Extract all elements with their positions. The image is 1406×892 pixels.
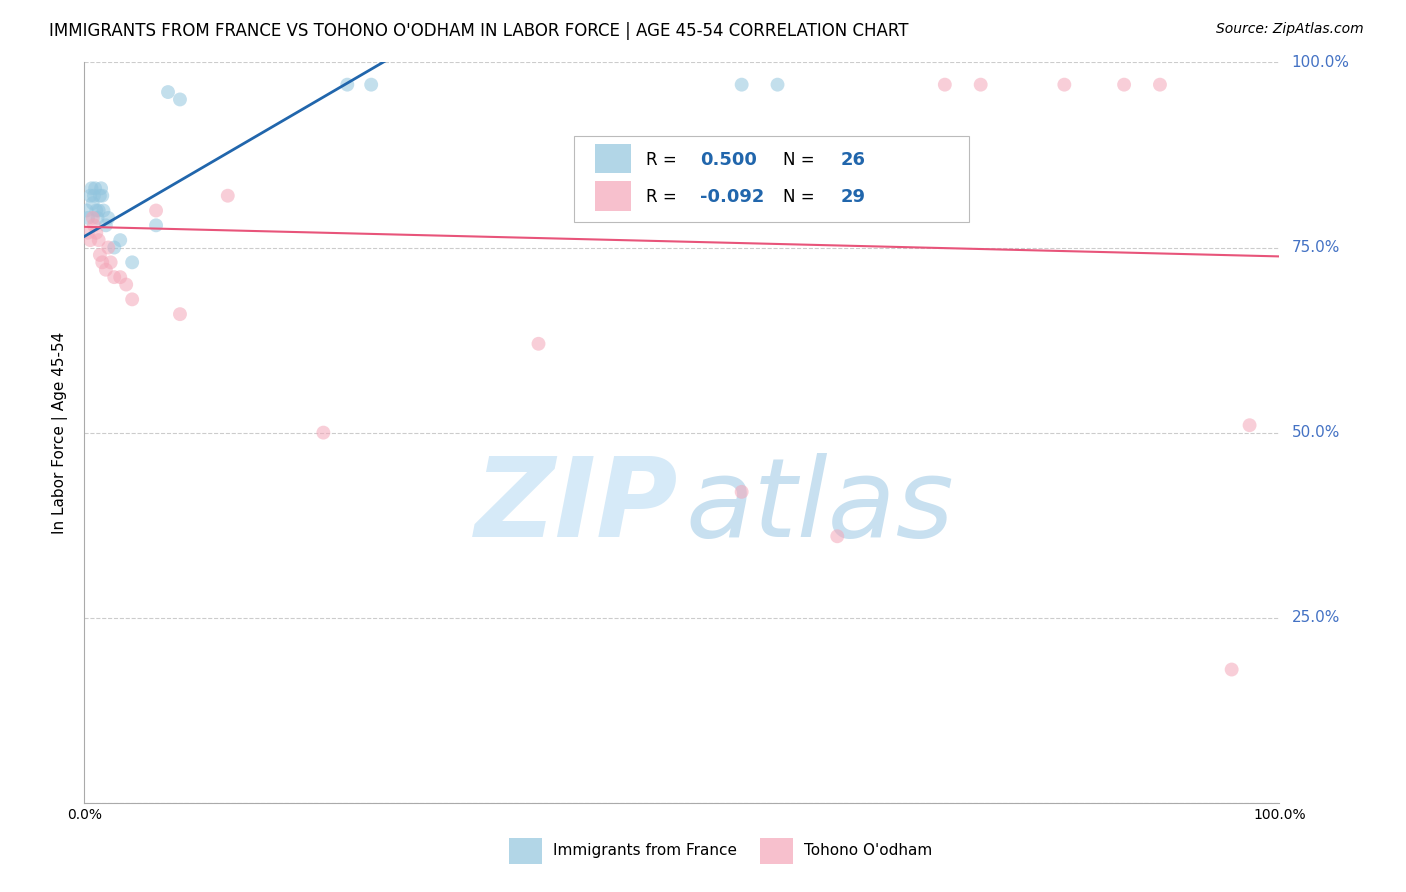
Point	[91, 255, 114, 269]
Point	[731, 484, 754, 499]
Point	[94, 219, 117, 233]
FancyBboxPatch shape	[575, 136, 969, 221]
Text: 29: 29	[841, 188, 866, 206]
Text: IMMIGRANTS FROM FRANCE VS TOHONO O'ODHAM IN LABOR FORCE | AGE 45-54 CORRELATION : IMMIGRANTS FROM FRANCE VS TOHONO O'ODHAM…	[49, 22, 908, 40]
Point	[76, 203, 98, 218]
Text: N =: N =	[783, 188, 820, 206]
Point	[360, 78, 382, 92]
Point	[1149, 78, 1171, 92]
Point	[80, 181, 103, 195]
Point	[86, 203, 108, 218]
Point	[97, 211, 120, 225]
Point	[1239, 418, 1261, 433]
Text: 50.0%: 50.0%	[1292, 425, 1340, 440]
Point	[87, 203, 110, 218]
Point	[86, 211, 108, 225]
Point	[103, 270, 125, 285]
Point	[115, 277, 138, 292]
Text: 26: 26	[841, 151, 866, 169]
Point	[77, 226, 100, 240]
Point	[827, 529, 849, 543]
Point	[169, 92, 191, 106]
Bar	[595, 144, 630, 173]
Point	[970, 78, 993, 92]
Text: R =: R =	[647, 151, 682, 169]
Bar	[595, 181, 630, 211]
Point	[169, 307, 191, 321]
Point	[103, 240, 125, 255]
Text: atlas: atlas	[686, 453, 955, 560]
Y-axis label: In Labor Force | Age 45-54: In Labor Force | Age 45-54	[52, 332, 69, 533]
Point	[336, 78, 359, 92]
Point	[87, 233, 110, 247]
Point	[731, 78, 754, 92]
Point	[217, 188, 239, 202]
Point	[89, 248, 111, 262]
Text: 100.0%: 100.0%	[1292, 55, 1350, 70]
Point	[145, 219, 167, 233]
Text: R =: R =	[647, 188, 682, 206]
Point	[312, 425, 335, 440]
Point	[93, 203, 115, 218]
Point	[83, 188, 105, 202]
Text: N =: N =	[783, 151, 820, 169]
Point	[94, 262, 117, 277]
Point	[145, 203, 167, 218]
Point	[84, 181, 107, 195]
Point	[91, 188, 114, 202]
Text: 75.0%: 75.0%	[1292, 240, 1340, 255]
Point	[82, 211, 104, 225]
Point	[79, 188, 101, 202]
Point	[86, 226, 108, 240]
Point	[527, 336, 550, 351]
Point	[157, 85, 180, 99]
Point	[82, 196, 104, 211]
Point	[97, 240, 120, 255]
Text: Source: ZipAtlas.com: Source: ZipAtlas.com	[1216, 22, 1364, 37]
Point	[934, 78, 956, 92]
Text: 0.500: 0.500	[700, 151, 756, 169]
Point	[89, 188, 111, 202]
Point	[79, 233, 101, 247]
Text: -0.092: -0.092	[700, 188, 765, 206]
Point	[121, 293, 143, 307]
Bar	[759, 838, 793, 864]
Point	[1053, 78, 1076, 92]
Text: ZIP: ZIP	[475, 453, 678, 560]
Point	[90, 181, 112, 195]
Text: Immigrants from France: Immigrants from France	[553, 844, 737, 858]
Point	[83, 219, 105, 233]
Text: 25.0%: 25.0%	[1292, 610, 1340, 625]
Point	[121, 255, 143, 269]
Point	[100, 255, 122, 269]
Bar	[509, 838, 543, 864]
Point	[110, 233, 132, 247]
Point	[77, 211, 100, 225]
Point	[1220, 663, 1243, 677]
Point	[1114, 78, 1136, 92]
Point	[110, 270, 132, 285]
Point	[766, 78, 789, 92]
Text: Tohono O'odham: Tohono O'odham	[804, 844, 932, 858]
